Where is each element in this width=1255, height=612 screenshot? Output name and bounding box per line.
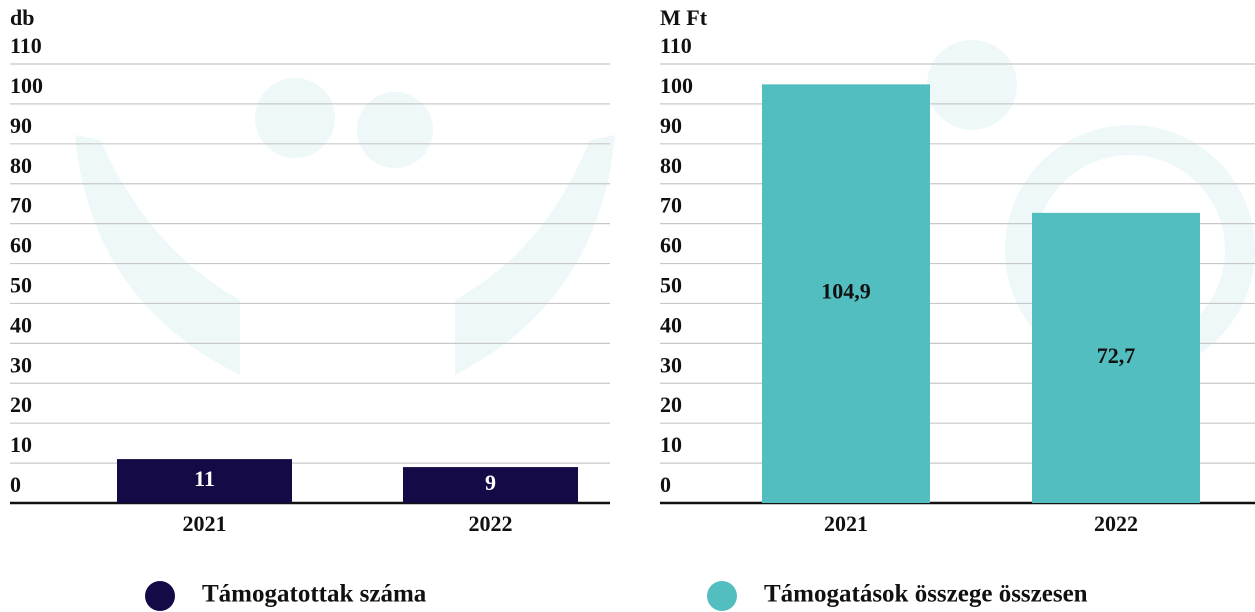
legend-marker [145, 581, 175, 611]
y-tick-label: 50 [660, 273, 682, 298]
y-tick-label: 110 [10, 33, 42, 58]
y-tick-label: 50 [10, 273, 32, 298]
y-axis-label: db [10, 5, 34, 30]
y-tick-label: 40 [10, 312, 32, 337]
chart: db0102030405060708090100110119Támogatott… [0, 0, 1255, 612]
y-axis-label: M Ft [660, 5, 708, 30]
y-tick-label: 30 [660, 352, 682, 377]
y-tick-label: 70 [10, 193, 32, 218]
legend-marker [707, 581, 737, 611]
value-label: 11 [194, 466, 215, 491]
x-tick-label: 2021 [824, 511, 868, 536]
y-tick-label: 20 [660, 392, 682, 417]
y-tick-label: 0 [660, 472, 671, 497]
legend-label: Támogatottak száma [202, 581, 427, 608]
y-tick-label: 100 [10, 73, 43, 98]
y-tick-label: 80 [10, 153, 32, 178]
y-tick-label: 10 [10, 432, 32, 457]
y-tick-label: 60 [660, 233, 682, 258]
y-tick-label: 20 [10, 392, 32, 417]
y-tick-label: 110 [660, 33, 692, 58]
y-tick-label: 40 [660, 312, 682, 337]
y-tick-label: 30 [10, 352, 32, 377]
x-tick-label: 2021 [183, 511, 227, 536]
y-tick-label: 90 [10, 113, 32, 138]
value-label: 9 [485, 470, 496, 495]
x-tick-label: 2022 [1094, 511, 1138, 536]
y-tick-label: 0 [10, 472, 21, 497]
x-tick-label: 2022 [469, 511, 513, 536]
y-tick-label: 10 [660, 432, 682, 457]
y-tick-label: 70 [660, 193, 682, 218]
y-tick-label: 100 [660, 73, 693, 98]
y-tick-label: 90 [660, 113, 682, 138]
legend-label: Támogatások összege összesen [764, 581, 1088, 608]
y-tick-label: 80 [660, 153, 682, 178]
y-tick-label: 60 [10, 233, 32, 258]
value-label: 104,9 [821, 279, 871, 304]
value-label: 72,7 [1097, 343, 1136, 368]
